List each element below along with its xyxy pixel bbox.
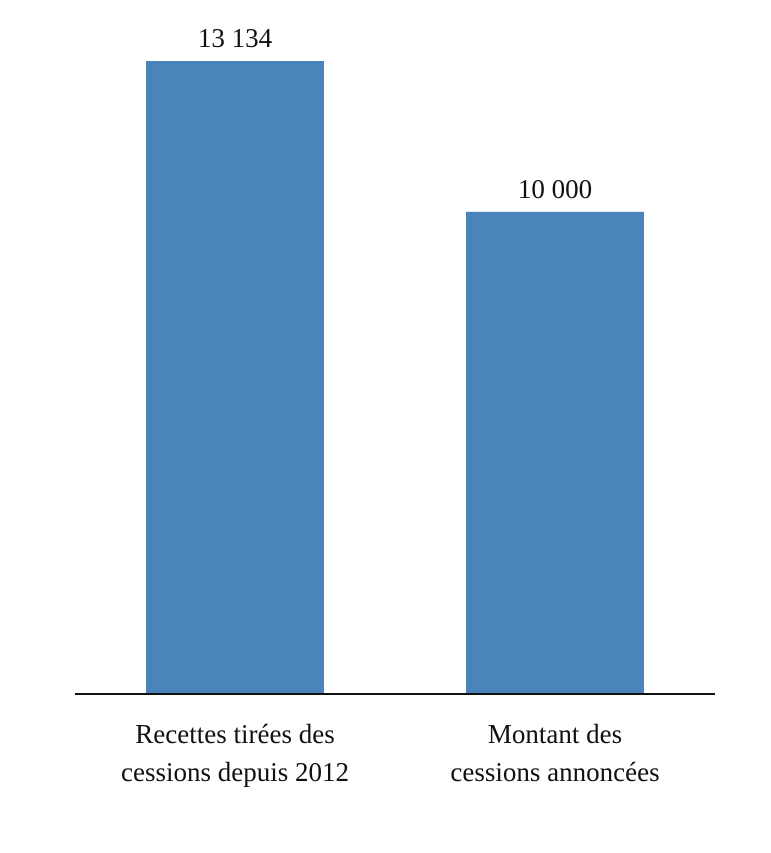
bar [466, 211, 644, 693]
bar [146, 61, 324, 693]
category-label: cessions depuis 2012 [121, 757, 349, 787]
category-label: Montant des [488, 719, 622, 749]
category-label: Recettes tirées des [135, 719, 334, 749]
value-label: 13 134 [198, 23, 273, 53]
category-label: cessions annoncées [450, 757, 659, 787]
value-label: 10 000 [518, 174, 592, 204]
